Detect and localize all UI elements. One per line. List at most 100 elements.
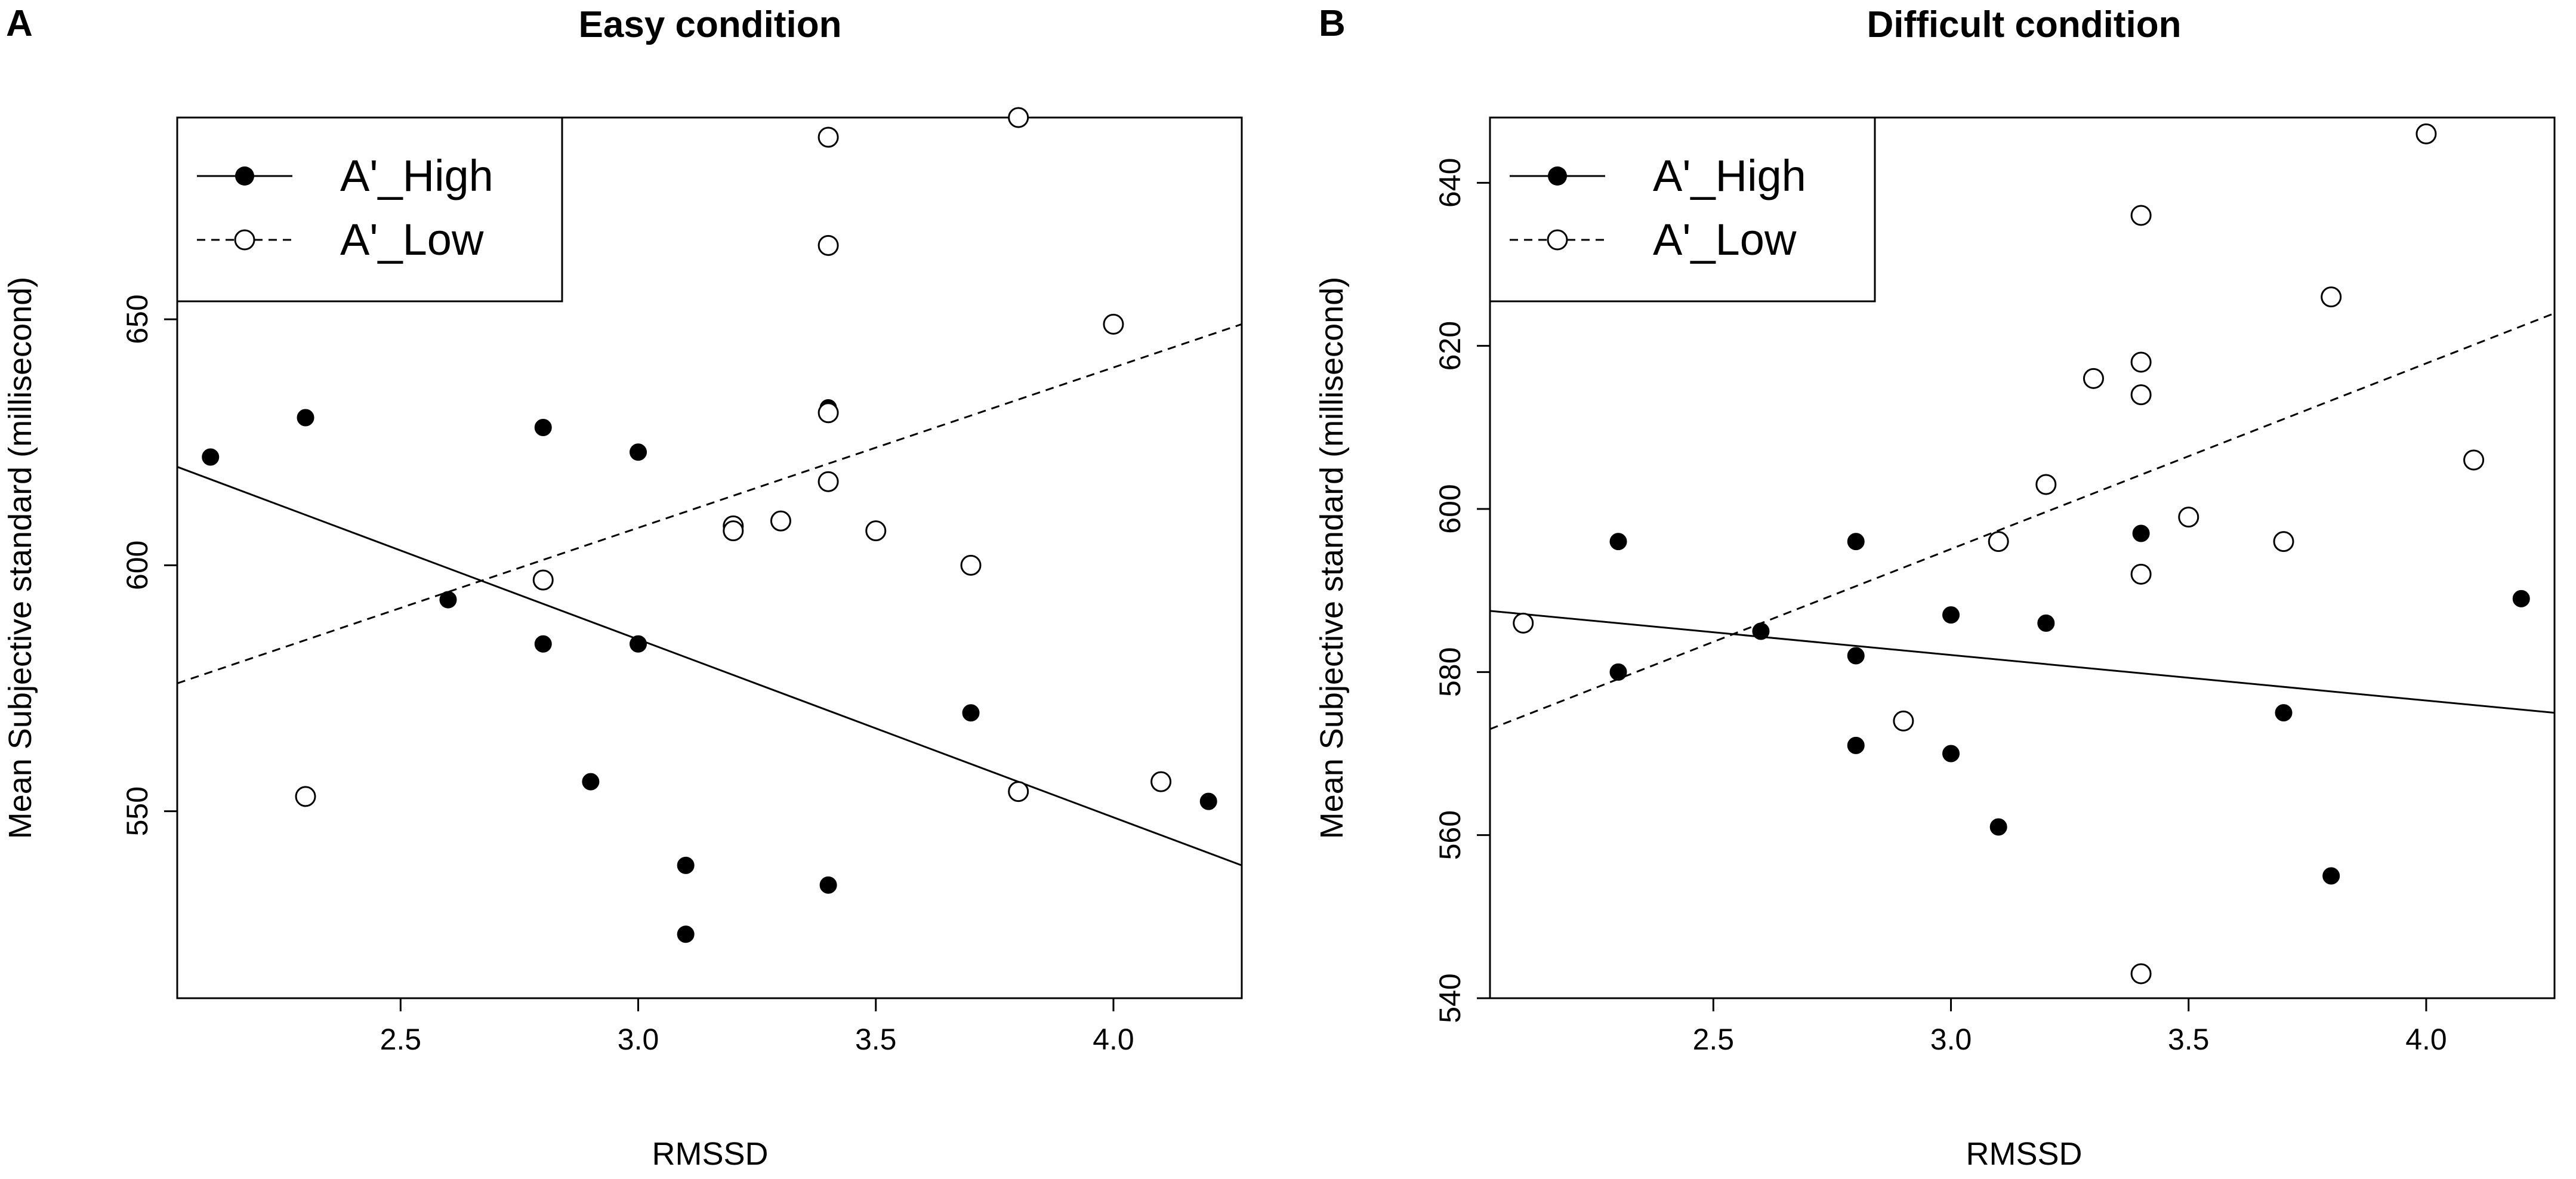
- ticks-b: 2.5 3.0 3.5 4.0 540 560 580 600 620 640: [1433, 158, 2447, 1056]
- point-high: [630, 635, 647, 653]
- plot-frame-b: [1489, 116, 2556, 999]
- point-low: [2130, 563, 2152, 585]
- legend-a: A'_High A'_Low: [176, 116, 563, 303]
- point-low: [770, 510, 791, 532]
- y-tick-label: 640: [1433, 158, 1467, 208]
- y-tick-label: 550: [121, 786, 154, 836]
- point-low: [532, 569, 554, 591]
- points-b: [1513, 123, 2530, 984]
- point-high: [1847, 533, 1865, 551]
- x-tick-label: 4.0: [1093, 1023, 1134, 1056]
- point-high: [534, 635, 552, 653]
- x-tick-label: 3.0: [1930, 1023, 1972, 1056]
- point-high: [819, 876, 837, 894]
- point-low: [817, 402, 839, 424]
- point-low: [817, 234, 839, 256]
- x-tick-label: 3.5: [855, 1023, 897, 1056]
- panel-letter-b: B: [1319, 3, 1346, 44]
- point-low: [1008, 781, 1029, 803]
- point-low: [2273, 531, 2294, 553]
- legend-b: A'_High A'_Low: [1489, 116, 1876, 303]
- fit-lines-b: [1489, 312, 2555, 730]
- point-low: [817, 126, 839, 148]
- y-tick-label: 600: [121, 541, 154, 590]
- point-low: [1150, 771, 1172, 792]
- point-high: [202, 448, 220, 466]
- point-low: [2321, 286, 2342, 308]
- panel-letter-a: A: [6, 3, 33, 44]
- points-a: [202, 107, 1217, 943]
- point-high: [1847, 647, 1865, 665]
- ticks-a: 2.5 3.0 3.5 4.0 550 600 650: [121, 294, 1134, 1056]
- point-high: [677, 856, 695, 874]
- point-low: [2178, 507, 2199, 528]
- legend-marker-low-a: [234, 229, 255, 251]
- fit-line-high: [1489, 610, 2555, 714]
- point-low: [1008, 107, 1029, 128]
- legend-box-a: [176, 116, 563, 303]
- legend-marker-high-b: [1548, 166, 1567, 186]
- point-high: [1609, 663, 1627, 681]
- point-high: [630, 443, 647, 461]
- y-axis-label-b: Mean Subjective standard (millisecond): [1314, 277, 1350, 839]
- point-high: [1942, 745, 1960, 763]
- point-high: [2275, 704, 2293, 722]
- point-low: [817, 471, 839, 492]
- point-low: [723, 520, 744, 542]
- y-tick-label: 540: [1433, 973, 1467, 1023]
- point-high: [1847, 736, 1865, 754]
- chart-title-easy: Easy condition: [579, 4, 842, 45]
- point-low: [1988, 531, 2009, 553]
- point-low: [865, 520, 887, 542]
- point-low: [2130, 384, 2152, 406]
- fit-lines-a: [177, 323, 1242, 866]
- point-high: [582, 773, 600, 791]
- plot-frame-a: [176, 116, 1243, 999]
- point-high: [2512, 590, 2530, 607]
- point-high: [1199, 792, 1217, 810]
- point-high: [1942, 606, 1960, 624]
- point-high: [1752, 622, 1770, 640]
- x-tick-label: 3.5: [2168, 1023, 2210, 1056]
- point-low: [1893, 710, 1914, 732]
- point-high: [534, 418, 552, 436]
- legend-marker-high-a: [235, 166, 254, 186]
- point-high: [1609, 533, 1627, 551]
- point-low: [2035, 474, 2057, 495]
- point-low: [2130, 351, 2152, 373]
- fit-line-low: [1489, 312, 2555, 730]
- point-high: [2037, 614, 2055, 632]
- point-high: [2132, 524, 2150, 542]
- legend-label-high-a: A'_High: [340, 151, 493, 200]
- fit-line-low: [177, 323, 1242, 684]
- x-tick-label: 3.0: [618, 1023, 659, 1056]
- point-high: [439, 591, 457, 609]
- legend-marker-low-b: [1547, 229, 1568, 251]
- x-axis-label-b: RMSSD: [1966, 1136, 2082, 1172]
- x-tick-label: 4.0: [2405, 1023, 2447, 1056]
- point-low: [2463, 449, 2485, 471]
- y-tick-label: 650: [121, 294, 154, 344]
- panel-a: A Easy condition 2.5 3.0 3.5 4.0 550 600 650 R…: [2, 3, 1243, 1172]
- legend-label-high-b: A'_High: [1653, 151, 1806, 200]
- x-axis-label-a: RMSSD: [652, 1136, 768, 1172]
- fit-line-high: [177, 466, 1242, 866]
- point-low: [1513, 612, 1534, 634]
- point-low: [2130, 963, 2152, 984]
- y-tick-label: 600: [1433, 484, 1467, 533]
- y-tick-label: 620: [1433, 321, 1467, 371]
- y-tick-label: 580: [1433, 647, 1467, 697]
- y-axis-label-a: Mean Subjective standard (millisecond): [2, 277, 38, 839]
- point-low: [2415, 123, 2437, 144]
- point-low: [1103, 313, 1124, 335]
- x-tick-label: 2.5: [1693, 1023, 1735, 1056]
- point-high: [2322, 867, 2340, 885]
- point-high: [962, 704, 980, 722]
- x-tick-label: 2.5: [380, 1023, 422, 1056]
- point-low: [2083, 368, 2104, 389]
- y-tick-label: 560: [1433, 810, 1467, 860]
- point-high: [677, 925, 695, 943]
- point-high: [297, 409, 314, 427]
- point-high: [1989, 818, 2007, 836]
